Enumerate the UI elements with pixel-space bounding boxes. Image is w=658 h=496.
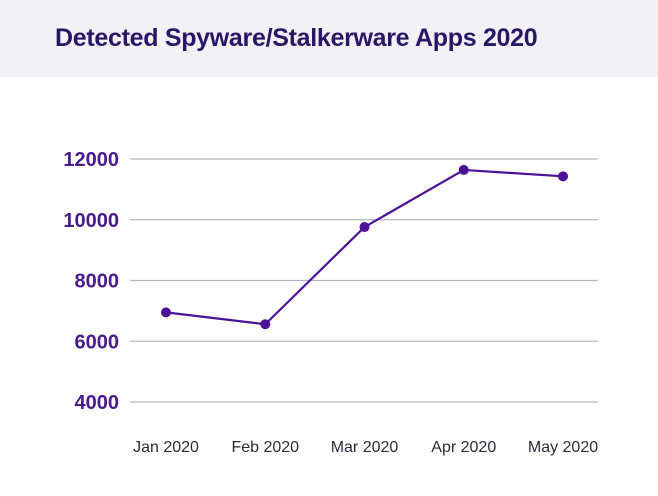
x-tick-label: Jan 2020 xyxy=(133,439,199,456)
x-tick-label: Apr 2020 xyxy=(431,439,496,456)
y-tick-label: 4000 xyxy=(75,392,120,414)
x-axis-ticks: Jan 2020 Feb 2020 Mar 2020 Apr 2020 May 2020 xyxy=(133,439,598,456)
series-line xyxy=(165,168,564,326)
y-tick-label: 6000 xyxy=(75,331,120,353)
y-tick-label: 8000 xyxy=(75,271,120,293)
chart-title: Detected Spyware/Stalkerware Apps 2020 xyxy=(55,24,538,52)
y-tick-label: 10000 xyxy=(63,210,119,232)
data-point xyxy=(359,222,370,233)
chart-header xyxy=(0,0,658,77)
series xyxy=(165,168,564,326)
data-points xyxy=(161,164,568,330)
y-tick-label: 12000 xyxy=(63,149,119,171)
y-axis-ticks: 4000 6000 8000 10000 12000 xyxy=(63,149,119,414)
x-tick-label: Mar 2020 xyxy=(331,439,399,456)
data-point xyxy=(558,171,568,182)
grid-lines xyxy=(130,158,598,403)
x-tick-label: May 2020 xyxy=(528,439,598,456)
data-point xyxy=(458,164,469,175)
x-tick-label: Feb 2020 xyxy=(231,439,299,456)
data-point xyxy=(161,307,171,318)
data-point xyxy=(260,319,271,330)
